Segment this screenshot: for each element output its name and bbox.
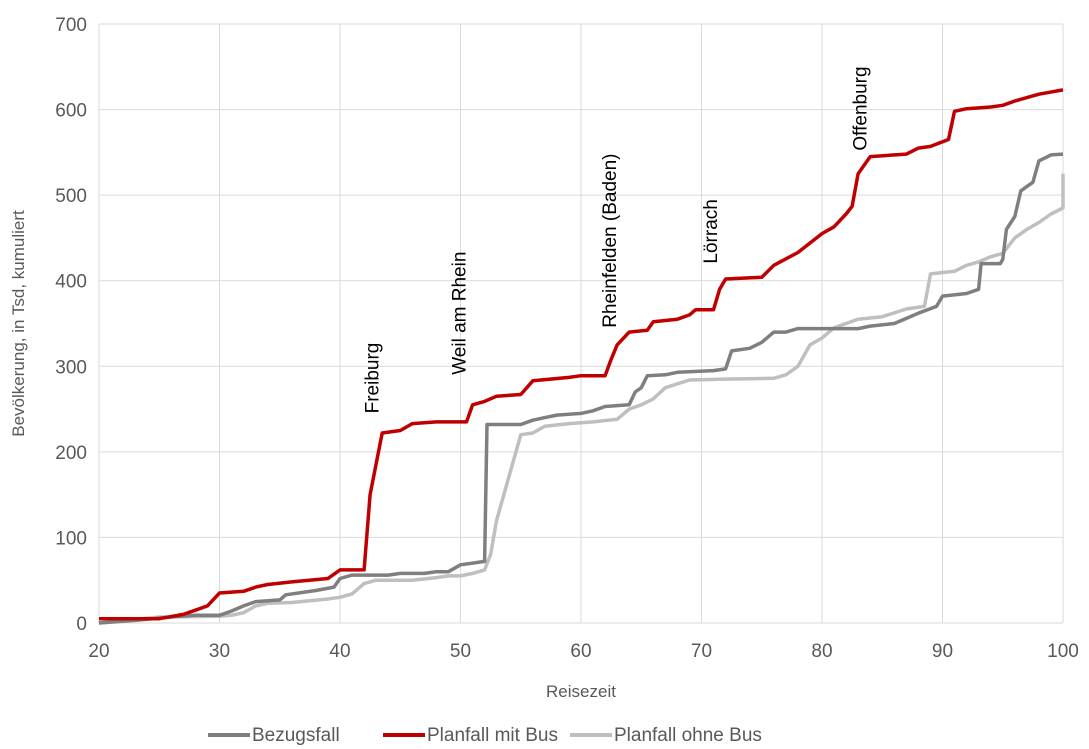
legend-label: Planfall mit Bus	[427, 725, 558, 746]
y-axis-ticks: 0 100 200 300 400 500 600 700	[55, 15, 87, 635]
grid-lines	[98, 23, 1064, 624]
y-tick-label: 400	[55, 272, 87, 293]
x-axis-title: Reisezeit	[546, 682, 616, 701]
legend: Bezugsfall Planfall mit Bus Planfall ohne …	[208, 725, 762, 746]
x-tick-label: 50	[450, 641, 471, 662]
y-tick-label: 300	[55, 357, 87, 378]
annotation-label: Lörrach	[701, 199, 722, 263]
legend-label: Bezugsfall	[252, 725, 340, 746]
annotation-label: Weil am Rhein	[449, 252, 470, 375]
y-tick-label: 500	[55, 186, 87, 207]
x-axis-ticks: 20 30 40 50 60 70 80 90 100	[88, 641, 1078, 662]
annotation-label: Rheinfelden (Baden)	[600, 154, 621, 328]
y-tick-label: 0	[76, 614, 87, 635]
annotation-label: Offenburg	[851, 66, 872, 150]
annotation-label: Freiburg	[363, 343, 384, 414]
city-annotations: Freiburg Weil am Rhein Rheinfelden (Baden)…	[363, 66, 872, 413]
y-tick-label: 100	[55, 528, 87, 549]
x-tick-label: 60	[570, 641, 591, 662]
y-tick-label: 600	[55, 101, 87, 122]
x-tick-label: 80	[811, 641, 832, 662]
y-tick-label: 200	[55, 443, 87, 464]
x-tick-label: 70	[691, 641, 712, 662]
y-tick-label: 700	[55, 15, 87, 36]
series-line-2	[98, 173, 1065, 625]
x-tick-label: 100	[1047, 641, 1079, 662]
series-line-0	[98, 152, 1064, 625]
x-tick-label: 30	[209, 641, 230, 662]
x-tick-label: 40	[329, 641, 350, 662]
series-lines	[98, 88, 1065, 625]
x-tick-label: 90	[932, 641, 953, 662]
x-tick-label: 20	[88, 641, 109, 662]
legend-label: Planfall ohne Bus	[614, 725, 762, 746]
series-line-1	[99, 88, 1064, 621]
y-axis-title: Bevölkerung, in Tsd, kumuliert	[9, 210, 28, 437]
